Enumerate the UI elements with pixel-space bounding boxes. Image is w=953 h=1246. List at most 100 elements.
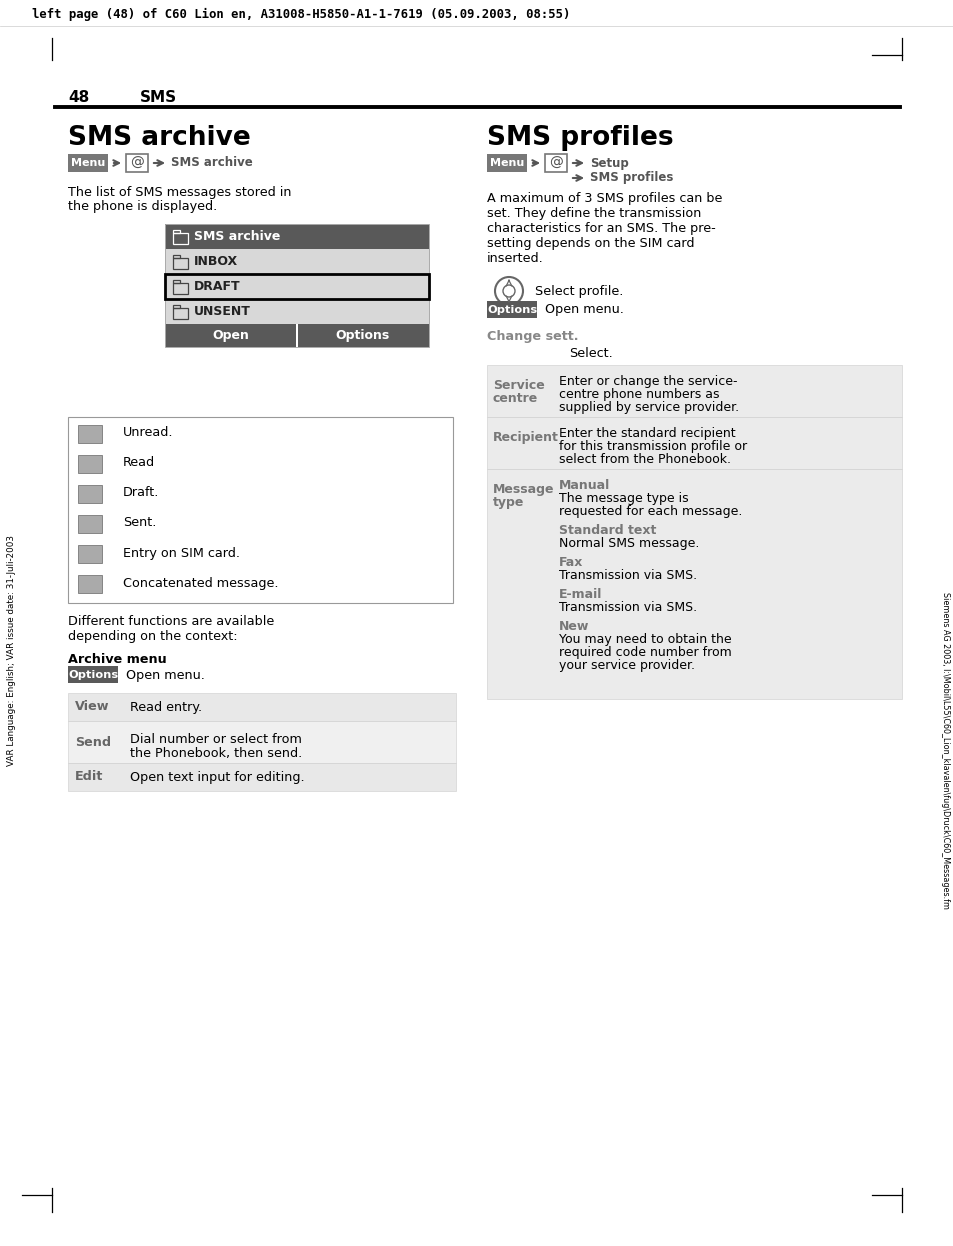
Text: Entry on SIM card.: Entry on SIM card.	[123, 547, 240, 559]
Text: Read: Read	[123, 456, 155, 470]
Text: Open menu.: Open menu.	[544, 304, 623, 316]
Bar	[165, 274, 429, 299]
Text: required code number from: required code number from	[558, 645, 731, 659]
Text: A maximum of 3 SMS profiles can be: A maximum of 3 SMS profiles can be	[486, 192, 721, 206]
Bar	[78, 455, 102, 473]
Text: The message type is: The message type is	[558, 492, 688, 505]
Text: Options: Options	[486, 305, 537, 315]
Bar	[165, 224, 429, 249]
Text: supplied by service provider.: supplied by service provider.	[558, 401, 739, 414]
Text: Concatenated message.: Concatenated message.	[123, 577, 278, 589]
Text: Unread.: Unread.	[123, 426, 173, 440]
Text: You may need to obtain the: You may need to obtain the	[558, 633, 731, 645]
Bar	[68, 417, 453, 603]
Text: Archive menu: Archive menu	[68, 653, 167, 667]
Text: Normal SMS message.: Normal SMS message.	[558, 537, 699, 549]
Text: 48: 48	[68, 90, 90, 105]
Bar	[172, 304, 180, 308]
Text: Read entry.: Read entry.	[130, 700, 202, 714]
Bar	[486, 155, 526, 172]
Text: Change sett.: Change sett.	[486, 330, 578, 343]
Text: Open: Open	[213, 329, 249, 341]
Text: Draft.: Draft.	[123, 486, 159, 500]
Text: SMS archive: SMS archive	[171, 157, 253, 169]
Text: the Phonebook, then send.: the Phonebook, then send.	[130, 748, 302, 760]
Text: SMS: SMS	[140, 90, 177, 105]
Text: DRAFT: DRAFT	[193, 280, 240, 293]
Text: SMS profiles: SMS profiles	[486, 125, 673, 151]
Bar	[126, 155, 148, 172]
Bar	[68, 667, 118, 683]
Text: Open menu.: Open menu.	[126, 669, 205, 682]
Text: Fax: Fax	[558, 556, 583, 569]
Text: depending on the context:: depending on the context:	[68, 630, 237, 643]
Bar	[172, 308, 188, 319]
Text: Manual: Manual	[558, 478, 610, 492]
Text: Options: Options	[68, 670, 118, 680]
Text: Transmission via SMS.: Transmission via SMS.	[558, 569, 697, 582]
Text: Menu: Menu	[489, 158, 523, 168]
Bar	[172, 283, 188, 294]
Text: Different functions are available: Different functions are available	[68, 616, 274, 628]
Bar	[172, 254, 180, 258]
Text: Open text input for editing.: Open text input for editing.	[130, 770, 304, 784]
Text: inserted.: inserted.	[486, 252, 543, 265]
Text: SMS archive: SMS archive	[193, 231, 280, 243]
Bar	[486, 302, 537, 318]
Bar	[486, 468, 901, 699]
Bar	[165, 274, 429, 299]
Text: Transmission via SMS.: Transmission via SMS.	[558, 601, 697, 614]
Text: UNSENT: UNSENT	[193, 305, 251, 318]
Text: set. They define the transmission: set. They define the transmission	[486, 207, 700, 221]
Bar	[78, 425, 102, 444]
Text: Standard text: Standard text	[558, 525, 656, 537]
Text: New: New	[558, 621, 589, 633]
Text: select from the Phonebook.: select from the Phonebook.	[558, 454, 730, 466]
Text: @: @	[549, 156, 562, 169]
Bar	[297, 324, 429, 346]
Text: your service provider.: your service provider.	[558, 659, 695, 672]
Text: centre phone numbers as: centre phone numbers as	[558, 388, 719, 401]
Text: left page (48) of C60 Lion en, A31008-H5850-A1-1-7619 (05.09.2003, 08:55): left page (48) of C60 Lion en, A31008-H5…	[32, 7, 570, 20]
Bar	[78, 574, 102, 593]
Bar	[165, 324, 295, 346]
Text: E-mail: E-mail	[558, 588, 601, 601]
Bar	[486, 365, 901, 417]
Text: requested for each message.: requested for each message.	[558, 505, 741, 518]
Text: Edit: Edit	[75, 770, 103, 784]
Text: Service: Service	[493, 379, 544, 392]
Text: INBOX: INBOX	[193, 255, 238, 268]
Bar	[165, 249, 429, 274]
Bar	[544, 155, 566, 172]
Text: characteristics for an SMS. The pre-: characteristics for an SMS. The pre-	[486, 222, 715, 235]
Text: VAR Language: English; VAR issue date: 31-Juli-2003: VAR Language: English; VAR issue date: 3…	[8, 535, 16, 765]
Text: Enter or change the service-: Enter or change the service-	[558, 375, 737, 388]
Bar	[68, 155, 108, 172]
Bar	[68, 763, 456, 791]
Text: Enter the standard recipient: Enter the standard recipient	[558, 427, 735, 440]
Bar	[172, 233, 188, 243]
Bar	[165, 224, 429, 346]
Bar	[78, 545, 102, 563]
Bar	[78, 515, 102, 533]
Text: type: type	[493, 496, 524, 510]
Text: Setup: Setup	[589, 157, 628, 169]
Text: Message: Message	[493, 483, 554, 496]
Bar	[172, 229, 180, 233]
Text: Sent.: Sent.	[123, 517, 156, 530]
Text: View: View	[75, 700, 110, 714]
Bar	[78, 485, 102, 503]
Bar	[68, 721, 456, 763]
Text: centre: centre	[493, 392, 537, 405]
Text: the phone is displayed.: the phone is displayed.	[68, 201, 217, 213]
Bar	[165, 299, 429, 324]
Text: Recipient: Recipient	[493, 431, 558, 444]
Text: Siemens AG 2003, I:\Mobil\L55\C60_Lion_klavalen\fug\Druck\C60_Messages.fm: Siemens AG 2003, I:\Mobil\L55\C60_Lion_k…	[941, 592, 949, 908]
Text: The list of SMS messages stored in: The list of SMS messages stored in	[68, 186, 292, 199]
Bar	[172, 279, 180, 283]
Text: for this transmission profile or: for this transmission profile or	[558, 440, 746, 454]
Text: Menu: Menu	[71, 158, 105, 168]
Text: Send: Send	[75, 735, 111, 749]
Text: @: @	[130, 156, 144, 169]
Text: setting depends on the SIM card: setting depends on the SIM card	[486, 237, 694, 250]
